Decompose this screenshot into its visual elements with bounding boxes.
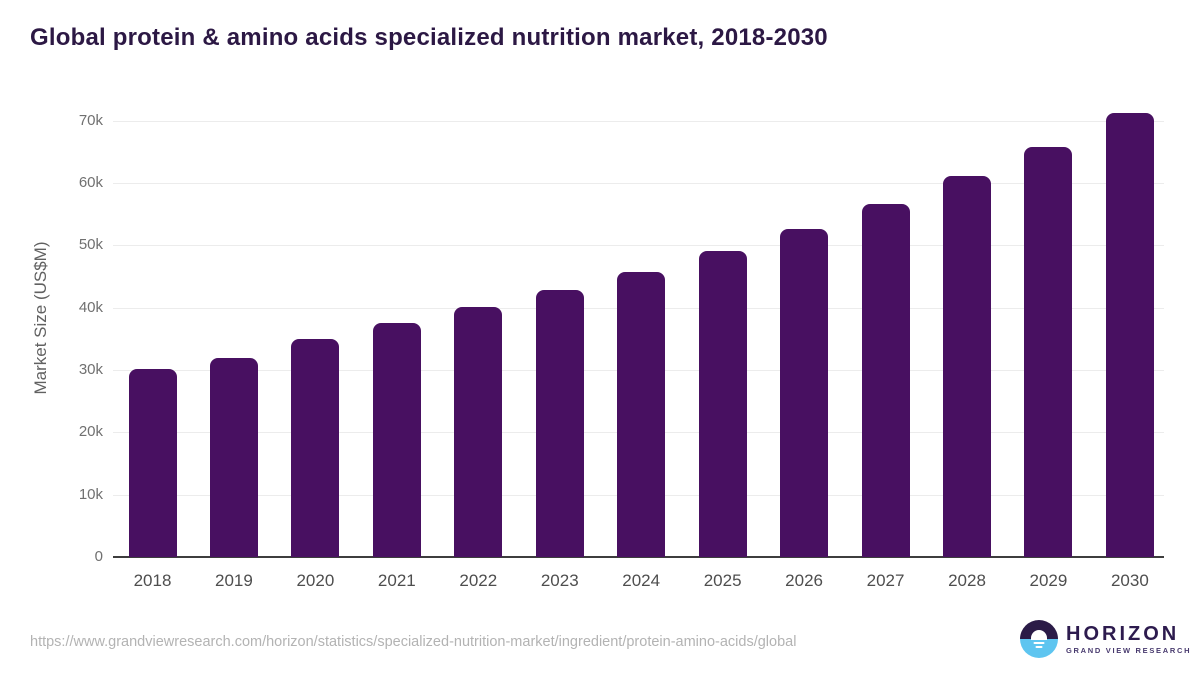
gridline-50k <box>113 245 1164 247</box>
logo-subtitle: GRAND VIEW RESEARCH <box>1066 645 1192 655</box>
y-tick-label-50k: 50k <box>78 236 103 254</box>
x-axis-line <box>113 556 1164 558</box>
horizon-wordmark: HORIZON GRAND VIEW RESEARCH <box>1066 624 1191 655</box>
x-tick-label-2029: 2029 <box>1029 571 1068 590</box>
horizon-sun-icon <box>1020 620 1058 658</box>
bar-2025[interactable] <box>698 250 747 557</box>
x-tick-label-2024: 2024 <box>622 571 661 590</box>
bar-2026[interactable] <box>780 229 829 557</box>
bar-2020[interactable] <box>291 339 340 557</box>
bar-2028[interactable] <box>943 175 991 557</box>
bar-2030[interactable] <box>1105 112 1154 557</box>
sun-glyph <box>1031 630 1047 640</box>
x-tick-label-2030: 2030 <box>1110 571 1149 590</box>
x-tick-label-2020: 2020 <box>296 571 335 590</box>
ripple-glyph <box>1035 646 1043 648</box>
x-tick-label-2028: 2028 <box>948 571 986 590</box>
bar-2024[interactable] <box>617 272 666 557</box>
bar-2027[interactable] <box>861 204 910 557</box>
x-tick-label-2023: 2023 <box>540 571 579 590</box>
ripple-glyph <box>1033 642 1045 644</box>
source-url: https://www.grandviewresearch.com/horizo… <box>30 634 797 650</box>
y-tick-label-40k: 40k <box>78 298 103 316</box>
bar-2022[interactable] <box>454 307 503 557</box>
logo-name: HORIZON <box>1066 622 1180 645</box>
y-tick-label-10k: 10k <box>78 485 103 503</box>
y-tick-label-20k: 20k <box>78 423 103 441</box>
bar-2021[interactable] <box>372 322 421 557</box>
y-tick-label-70k: 70k <box>78 111 103 129</box>
horizon-logo: HORIZON GRAND VIEW RESEARCH <box>1020 620 1191 658</box>
bar-2029[interactable] <box>1024 146 1073 557</box>
chart-title: Global protein & amino acids specialized… <box>30 24 828 51</box>
bar-2019[interactable] <box>209 357 258 557</box>
y-tick-label-30k: 30k <box>78 361 103 378</box>
gridline-60k <box>113 183 1164 185</box>
x-tick-label-2025: 2025 <box>703 571 742 590</box>
x-tick-label-2027: 2027 <box>866 571 905 590</box>
y-tick-label-0: 0 <box>94 548 103 565</box>
x-tick-label-2018: 2018 <box>133 571 172 590</box>
bar-2018[interactable] <box>128 369 177 557</box>
x-tick-label-2019: 2019 <box>215 571 253 590</box>
x-tick-label-2021: 2021 <box>377 571 416 590</box>
y-tick-label-60k: 60k <box>78 174 103 192</box>
bar-2023[interactable] <box>535 290 584 557</box>
x-tick-label-2026: 2026 <box>785 571 823 590</box>
gridline-70k <box>113 120 1164 122</box>
x-tick-label-2022: 2022 <box>459 571 498 590</box>
